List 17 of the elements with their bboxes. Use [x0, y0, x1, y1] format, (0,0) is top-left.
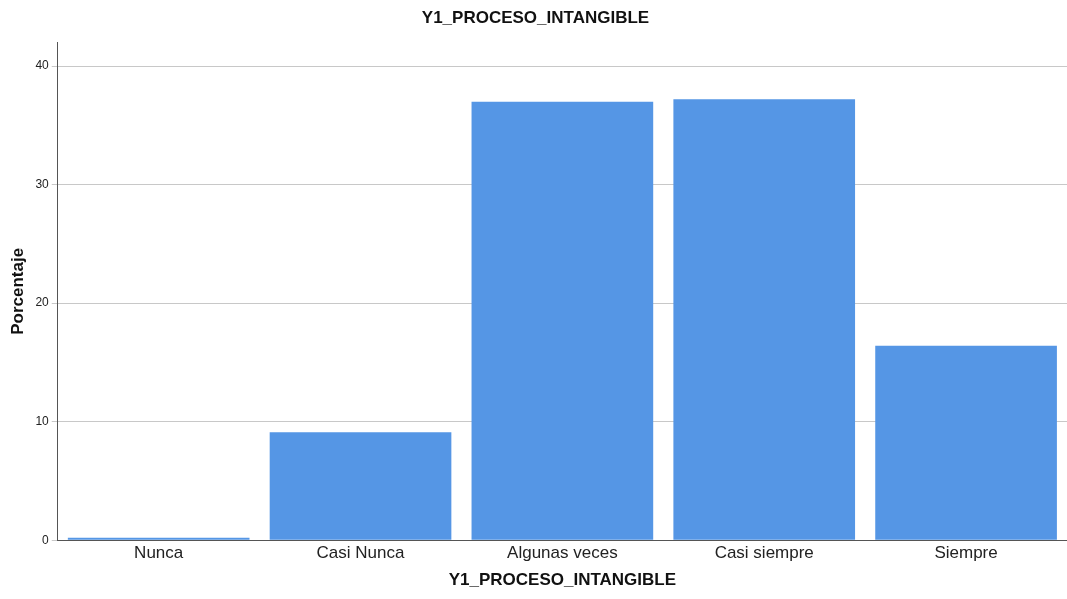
y-tick-label: 10 — [35, 413, 50, 428]
x-tick-label: Casi siempre — [714, 543, 814, 563]
y-axis-title: Porcentaje — [7, 247, 27, 335]
chart-title: Y1_PROCESO_INTANGIBLE — [421, 7, 650, 27]
x-tick-label: Algunas veces — [507, 543, 618, 563]
x-tick-label: Siempre — [934, 543, 998, 563]
y-tick-label: 20 — [35, 295, 50, 310]
bar — [875, 345, 1057, 540]
bar — [471, 101, 654, 540]
bar — [673, 99, 856, 540]
y-tick-label: 30 — [35, 176, 50, 191]
y-tick-label: 40 — [35, 58, 50, 73]
y-tick-label: 0 — [42, 532, 50, 547]
x-tick-label: Casi Nunca — [316, 543, 405, 563]
x-axis-title: Y1_PROCESO_INTANGIBLE — [448, 570, 677, 590]
x-tick-label: Nunca — [134, 543, 184, 563]
bar — [269, 432, 452, 540]
